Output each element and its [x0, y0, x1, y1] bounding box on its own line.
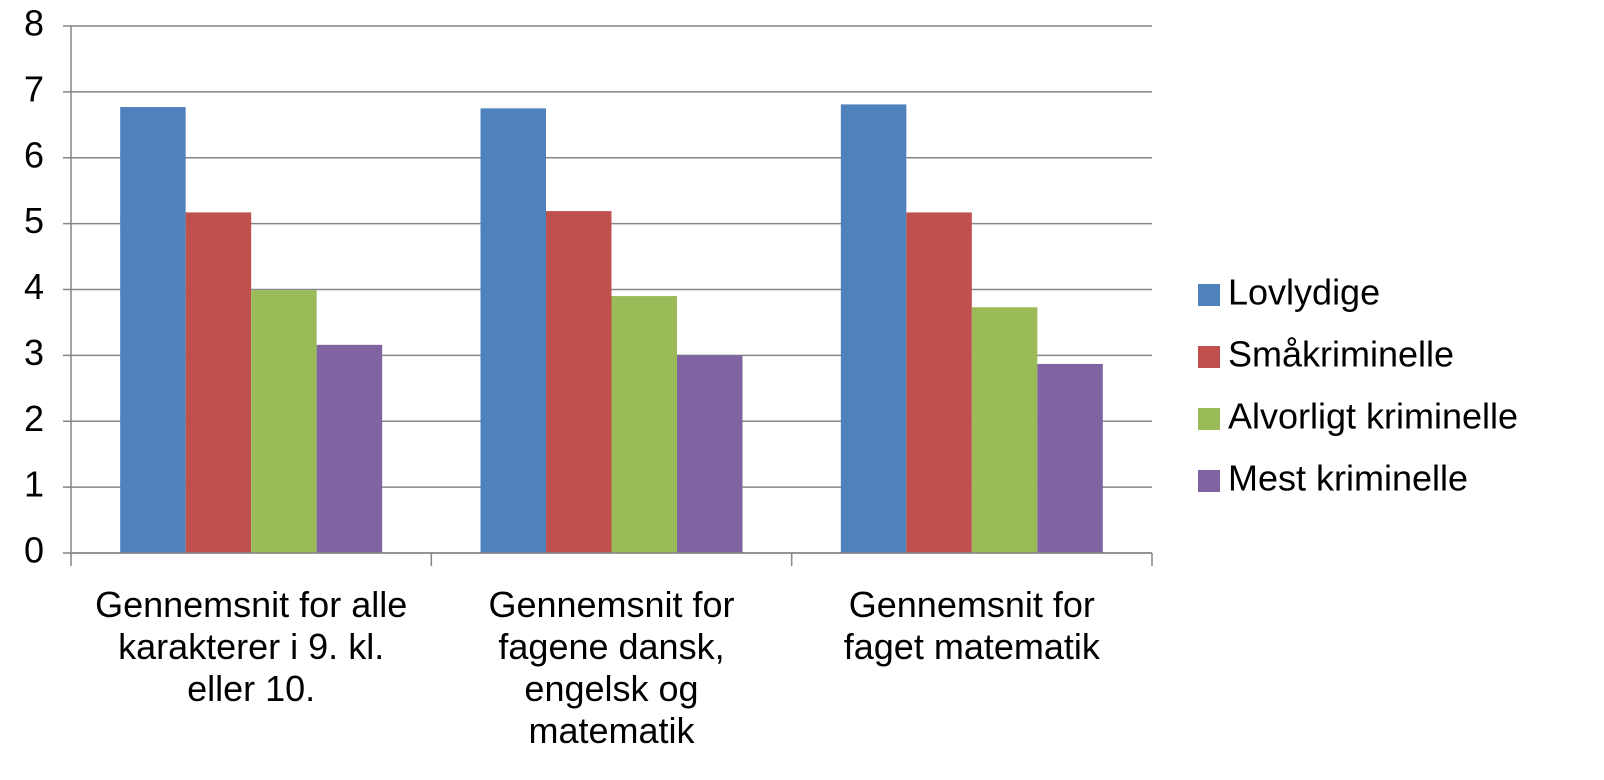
bar — [971, 307, 1038, 553]
legend-swatch — [1198, 470, 1220, 492]
y-tick-label: 7 — [24, 68, 44, 109]
x-tick-label: Gennemsnit for faget matematik — [843, 584, 1100, 667]
legend-swatch — [1198, 408, 1220, 430]
y-tick-label: 3 — [24, 332, 44, 373]
x-tick-label: Gennemsnit for alle karakterer i 9. kl. … — [95, 584, 408, 709]
bar — [251, 290, 317, 553]
bar — [611, 296, 677, 553]
y-tick-label: 5 — [24, 200, 44, 241]
bar — [546, 211, 612, 553]
bar — [677, 355, 743, 553]
bar — [840, 104, 907, 554]
legend-label: Mest kriminelle — [1228, 458, 1468, 499]
bar — [316, 344, 383, 553]
bar — [480, 108, 546, 553]
legend-label: Alvorligt kriminelle — [1228, 396, 1518, 437]
bar — [185, 212, 252, 553]
bar — [906, 212, 972, 553]
bar — [120, 107, 186, 554]
y-tick-label: 1 — [24, 464, 44, 505]
legend-swatch — [1198, 284, 1220, 306]
legend-label: Småkriminelle — [1228, 334, 1454, 375]
x-tick-label: Gennemsnit for fagene dansk, engelsk og … — [488, 584, 735, 751]
y-tick-label: 2 — [24, 398, 44, 439]
legend-label: Lovlydige — [1228, 272, 1380, 313]
y-tick-label: 0 — [24, 530, 44, 571]
y-tick-label: 4 — [24, 266, 44, 307]
legend-swatch — [1198, 346, 1220, 368]
bar — [1037, 363, 1103, 553]
y-tick-label: 6 — [24, 134, 44, 175]
y-tick-label: 8 — [24, 3, 44, 44]
